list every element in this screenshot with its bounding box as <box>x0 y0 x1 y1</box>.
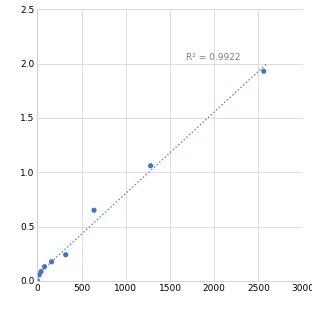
Point <box>38 269 43 274</box>
Point <box>261 69 266 74</box>
Point <box>148 163 153 168</box>
Point <box>91 208 96 213</box>
Point <box>35 278 40 283</box>
Point <box>49 259 54 264</box>
Point <box>63 252 68 257</box>
Point <box>37 272 42 277</box>
Point <box>42 264 47 269</box>
Text: R² = 0.9922: R² = 0.9922 <box>186 53 241 62</box>
